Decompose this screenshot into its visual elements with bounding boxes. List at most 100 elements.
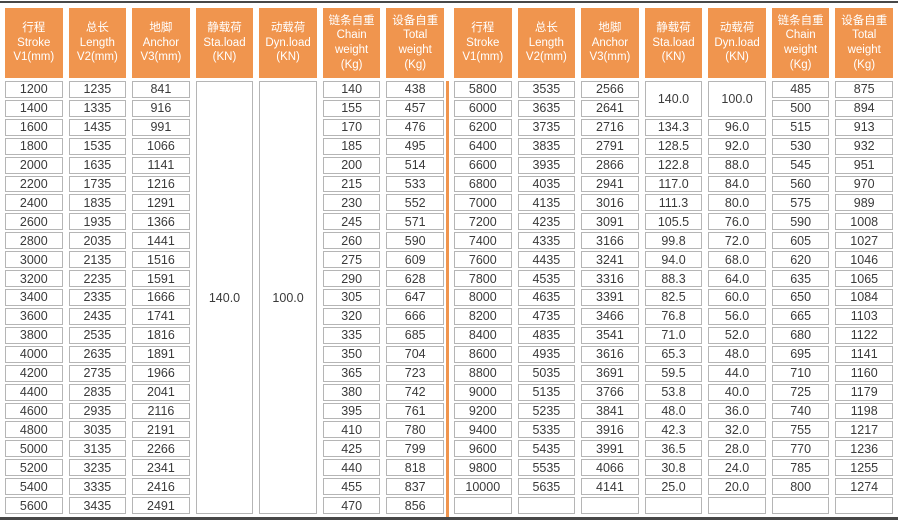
header-line: (KN) — [725, 51, 749, 64]
table-cell: 3991 — [581, 440, 639, 458]
table-cell: 725 — [771, 383, 830, 401]
table-cell: 2041 — [132, 383, 190, 401]
table-cell: 59.5 — [644, 364, 703, 382]
table-cell: 9000 — [454, 383, 512, 401]
table-cell: 52.0 — [708, 326, 766, 344]
table-cell: 100.0 — [708, 81, 766, 117]
table-cell: 170 — [322, 118, 381, 136]
table-cell: 4735 — [517, 307, 576, 325]
table-cell: 3841 — [581, 402, 639, 420]
table-cell: 1274 — [835, 478, 893, 496]
table-cell: 6000 — [454, 99, 512, 117]
table-cell: 1235 — [68, 81, 127, 98]
table-cell — [581, 497, 639, 514]
table-cell: 3600 — [5, 307, 63, 325]
header-line: Total — [852, 29, 877, 42]
header-line: (Kg) — [404, 58, 427, 71]
table-cell: 3435 — [68, 497, 127, 514]
table-cell: 590 — [386, 232, 444, 250]
table-cell: 140.0 — [644, 81, 703, 117]
table-header-left: 行程 Stroke V1(mm) 总长 Length V2(mm) 地脚 Anchor V3(m… — [0, 8, 449, 78]
table-cell: 24.0 — [708, 459, 766, 477]
table-cell: 1255 — [835, 459, 893, 477]
table-cell: 275 — [322, 251, 381, 269]
table-cell: 5600 — [5, 497, 63, 514]
table-cell: 84.0 — [708, 175, 766, 193]
table-cell: 380 — [322, 383, 381, 401]
header-line: Chain — [336, 29, 367, 42]
table-cell: 60.0 — [708, 289, 766, 306]
table-cell: 4235 — [517, 213, 576, 231]
table-cell: 500 — [771, 99, 830, 117]
header-line: (Kg) — [853, 58, 876, 71]
table-cell: 290 — [322, 270, 381, 288]
table-cell: 3235 — [68, 459, 127, 477]
table-cell: 552 — [386, 194, 444, 212]
table-cell: 685 — [386, 326, 444, 344]
header-line: 行程 — [471, 21, 495, 34]
table-cell: 3766 — [581, 383, 639, 401]
column-header-dynamic-load: 动载荷 Dyn.load (KN) — [259, 8, 317, 78]
header-line: (KN) — [661, 51, 686, 64]
header-line: (KN) — [212, 51, 237, 64]
table-cell: 1400 — [5, 99, 63, 117]
table-cell: 650 — [771, 289, 830, 306]
table-cell: 3016 — [581, 194, 639, 212]
header-line: weight — [784, 44, 818, 56]
table-cell: 3800 — [5, 326, 63, 344]
table-cell: 560 — [771, 175, 830, 193]
header-line: Length — [528, 36, 564, 49]
table-body-right: 5800 3535 2566 485 875 6000 3635 2641 500 894 6200… — [449, 81, 898, 514]
header-line: 设备自重 — [841, 14, 888, 27]
table-cell: 200 — [322, 156, 381, 174]
table-cell: 5200 — [5, 459, 63, 477]
table-cell: 6800 — [454, 175, 512, 193]
table-cell: 8600 — [454, 345, 512, 363]
table-cell: 3835 — [517, 137, 576, 155]
table-cell: 913 — [835, 118, 893, 136]
table-cell: 320 — [322, 307, 381, 325]
table-cell: 4835 — [517, 326, 576, 344]
table-cell: 1516 — [132, 251, 190, 269]
table-cell: 1141 — [835, 345, 893, 363]
table-cell: 495 — [386, 137, 444, 155]
table-cell: 117.0 — [644, 175, 703, 193]
table-cell: 140 — [322, 81, 381, 98]
header-line: V3(mm) — [140, 51, 182, 64]
table-cell: 723 — [386, 364, 444, 382]
table-cell: 1441 — [132, 232, 190, 250]
table-cell: 48.0 — [708, 345, 766, 363]
table-cell: 2191 — [132, 421, 190, 439]
header-line: Sta.load — [203, 36, 246, 49]
table-cell: 1800 — [5, 137, 63, 155]
table-cell: 894 — [835, 99, 893, 117]
table-cell: 88.3 — [644, 270, 703, 288]
table-cell: 1236 — [835, 440, 893, 458]
table-cell: 2416 — [132, 478, 190, 496]
table-cell: 635 — [771, 270, 830, 288]
header-line: V1(mm) — [13, 51, 55, 64]
table-cell: 2791 — [581, 137, 639, 155]
table-cell: 666 — [386, 307, 444, 325]
table-cell: 740 — [771, 402, 830, 420]
table-cell: 8000 — [454, 289, 512, 306]
header-line: 总长 — [534, 21, 558, 34]
table-cell: 4600 — [5, 402, 63, 420]
table-cell: 2716 — [581, 118, 639, 136]
table-cell: 9600 — [454, 440, 512, 458]
table-header-right: 行程 Stroke V1(mm) 总长 Length V2(mm) 地脚 Anchor V3(m… — [449, 8, 898, 78]
table-cell: 2941 — [581, 175, 639, 193]
table-cell: 1816 — [132, 326, 190, 344]
table-cell: 1435 — [68, 118, 127, 136]
table-cell — [708, 497, 766, 514]
table-cell: 245 — [322, 213, 381, 231]
table-cell: 28.0 — [708, 440, 766, 458]
header-line: V2(mm) — [525, 51, 567, 64]
table-cell — [771, 497, 830, 514]
table-cell: 3541 — [581, 326, 639, 344]
table-cell: 10000 — [454, 478, 512, 496]
table-cell: 9200 — [454, 402, 512, 420]
table-cell: 455 — [322, 478, 381, 496]
table-cell: 42.3 — [644, 421, 703, 439]
table-cell: 1935 — [68, 213, 127, 231]
